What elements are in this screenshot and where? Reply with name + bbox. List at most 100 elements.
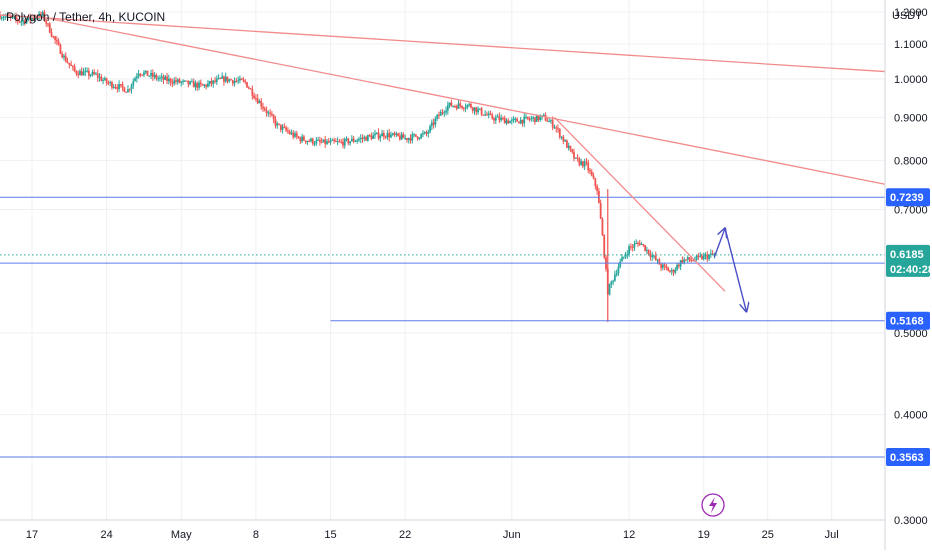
candle-body xyxy=(32,18,35,20)
candle-body xyxy=(534,117,536,122)
candle-body xyxy=(18,21,21,23)
candle-body xyxy=(22,20,25,22)
x-tick-label: Jun xyxy=(503,529,521,541)
candle-body xyxy=(480,108,483,115)
candle-body xyxy=(155,74,158,79)
candle-body xyxy=(61,53,64,58)
candle-body xyxy=(685,259,687,261)
candle-body xyxy=(329,140,332,143)
symbol-title: Polygon / Tether, 4h, KUCOIN xyxy=(6,10,166,24)
candle-body xyxy=(112,86,115,88)
candle-body xyxy=(628,246,630,255)
candle-body xyxy=(642,244,645,246)
candle-body xyxy=(530,118,533,120)
candle-body xyxy=(246,82,248,88)
candle-body xyxy=(203,84,206,86)
candle-body xyxy=(55,39,58,42)
candle-body xyxy=(290,132,293,134)
candle-body xyxy=(505,120,508,124)
candle-body xyxy=(301,136,304,142)
candle-body xyxy=(71,65,74,67)
candle-body xyxy=(462,107,465,109)
candle-body xyxy=(230,79,232,81)
candle-body xyxy=(409,138,412,141)
candle-body xyxy=(235,80,238,82)
candle-body xyxy=(256,98,259,104)
candle-body xyxy=(553,127,556,129)
trendline[interactable] xyxy=(0,14,886,73)
candle-body xyxy=(356,140,359,142)
x-tick-label: 19 xyxy=(698,529,710,541)
price-axis[interactable]: 0.3000 0.4000 0.5000 0.7000 0.8000 0.9000 1.00… xyxy=(894,7,928,527)
candle-body xyxy=(27,16,30,20)
candle-body xyxy=(477,109,479,113)
candle-body xyxy=(182,80,184,82)
candle-body xyxy=(402,134,405,139)
candle-body xyxy=(558,129,561,138)
candle-body xyxy=(404,138,407,140)
candle-body xyxy=(253,95,256,99)
candle-body xyxy=(262,106,264,109)
candle-body xyxy=(118,84,120,90)
projection-arrow[interactable] xyxy=(713,228,725,258)
candle-body xyxy=(640,244,643,246)
candle-body xyxy=(135,76,138,79)
y-tick-label: 0.8000 xyxy=(894,156,928,168)
candle-body xyxy=(486,114,488,116)
candles xyxy=(0,9,716,322)
candle-body xyxy=(699,255,702,257)
candle-body xyxy=(352,138,355,142)
candle-body xyxy=(52,36,55,38)
candle-body xyxy=(548,121,551,123)
candle-body xyxy=(304,140,307,143)
candle-body xyxy=(512,118,515,120)
candle-body xyxy=(114,86,117,88)
candle-body xyxy=(461,105,463,108)
candle-body xyxy=(519,119,522,124)
candle-body xyxy=(125,91,128,93)
candle-body xyxy=(420,134,423,139)
candle-body xyxy=(439,112,442,116)
candle-body xyxy=(148,75,151,77)
candle-body xyxy=(342,141,344,146)
candle-body xyxy=(16,19,19,22)
candle-body xyxy=(141,74,144,76)
candle-body xyxy=(98,76,101,78)
candle-body xyxy=(526,116,529,119)
candle-body xyxy=(592,175,595,179)
candle-body xyxy=(247,87,250,89)
candle-body xyxy=(223,76,225,82)
candle-body xyxy=(702,255,705,260)
candle-body xyxy=(637,242,639,244)
candle-body xyxy=(583,161,586,167)
time-axis[interactable]: 17 24 May 8 15 22 Jun 12 19 25 Jul xyxy=(26,529,839,541)
candle-body xyxy=(663,264,666,267)
candle-body xyxy=(263,108,266,111)
candle-body xyxy=(446,105,449,111)
candle-body xyxy=(59,44,62,54)
trendline[interactable] xyxy=(553,116,726,292)
candle-body xyxy=(66,61,69,63)
trendline[interactable] xyxy=(31,14,886,185)
candle-body xyxy=(708,255,710,260)
candle-body xyxy=(358,139,360,141)
candle-body xyxy=(502,117,504,119)
candle-body xyxy=(189,81,192,85)
candle-body xyxy=(390,134,392,138)
candle-body xyxy=(240,78,243,80)
candle-body xyxy=(239,78,241,81)
lightning-icon[interactable] xyxy=(701,493,725,517)
candle-body xyxy=(430,122,433,127)
candle-body xyxy=(144,70,147,73)
candle-body xyxy=(285,127,288,131)
candle-body xyxy=(11,16,14,18)
candle-body xyxy=(255,98,257,100)
candle-body xyxy=(146,70,149,76)
candle-body xyxy=(70,64,72,66)
x-tick-label: 12 xyxy=(623,529,635,541)
candle-body xyxy=(521,119,524,124)
candle-body xyxy=(41,12,44,16)
projection-arrow[interactable] xyxy=(724,228,746,311)
